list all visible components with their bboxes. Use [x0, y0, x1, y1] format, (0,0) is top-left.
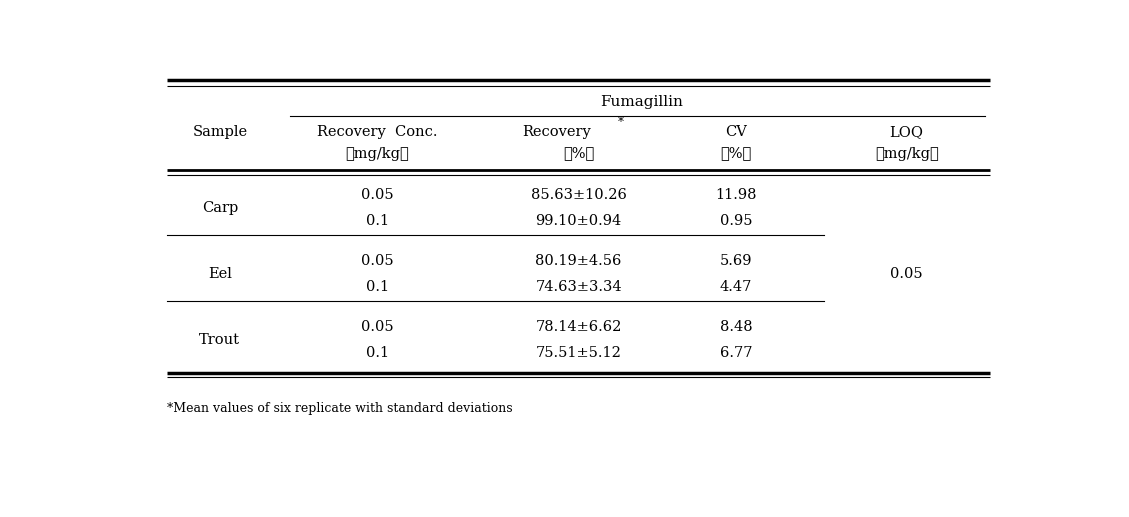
Text: 85.63±10.26: 85.63±10.26: [531, 188, 627, 202]
Text: 74.63±3.34: 74.63±3.34: [535, 280, 622, 294]
Text: 8.48: 8.48: [720, 320, 752, 334]
Text: 4.47: 4.47: [720, 280, 752, 294]
Text: 0.05: 0.05: [361, 320, 394, 334]
Text: 80.19±4.56: 80.19±4.56: [535, 254, 622, 268]
Text: 5.69: 5.69: [720, 254, 752, 268]
Text: 99.10±0.94: 99.10±0.94: [535, 214, 622, 229]
Text: 6.77: 6.77: [720, 346, 752, 360]
Text: 0.95: 0.95: [720, 214, 752, 229]
Text: Sample: Sample: [192, 125, 247, 139]
Text: CV: CV: [725, 125, 747, 139]
Text: Recovery  Conc.: Recovery Conc.: [317, 125, 438, 139]
Text: 0.1: 0.1: [366, 214, 388, 229]
Text: 11.98: 11.98: [716, 188, 756, 202]
Text: Trout: Trout: [200, 333, 240, 347]
Text: （mg/kg）: （mg/kg）: [875, 147, 938, 161]
Text: （mg/kg）: （mg/kg）: [345, 147, 409, 161]
Text: （%）: （%）: [720, 147, 752, 161]
Text: Carp: Carp: [202, 201, 238, 216]
Text: *: *: [618, 116, 623, 129]
Text: 78.14±6.62: 78.14±6.62: [535, 320, 622, 334]
Text: LOQ: LOQ: [890, 125, 924, 139]
Text: *Mean values of six replicate with standard deviations: *Mean values of six replicate with stand…: [167, 402, 513, 415]
Text: （%）: （%）: [563, 147, 594, 161]
Text: 0.05: 0.05: [361, 254, 394, 268]
Text: Recovery: Recovery: [523, 125, 592, 139]
Text: 0.1: 0.1: [366, 280, 388, 294]
Text: Eel: Eel: [208, 267, 231, 281]
Text: 0.1: 0.1: [366, 346, 388, 360]
Text: 0.05: 0.05: [361, 188, 394, 202]
Text: 0.05: 0.05: [891, 267, 924, 281]
Text: 75.51±5.12: 75.51±5.12: [535, 346, 622, 360]
Text: Fumagillin: Fumagillin: [601, 95, 683, 109]
